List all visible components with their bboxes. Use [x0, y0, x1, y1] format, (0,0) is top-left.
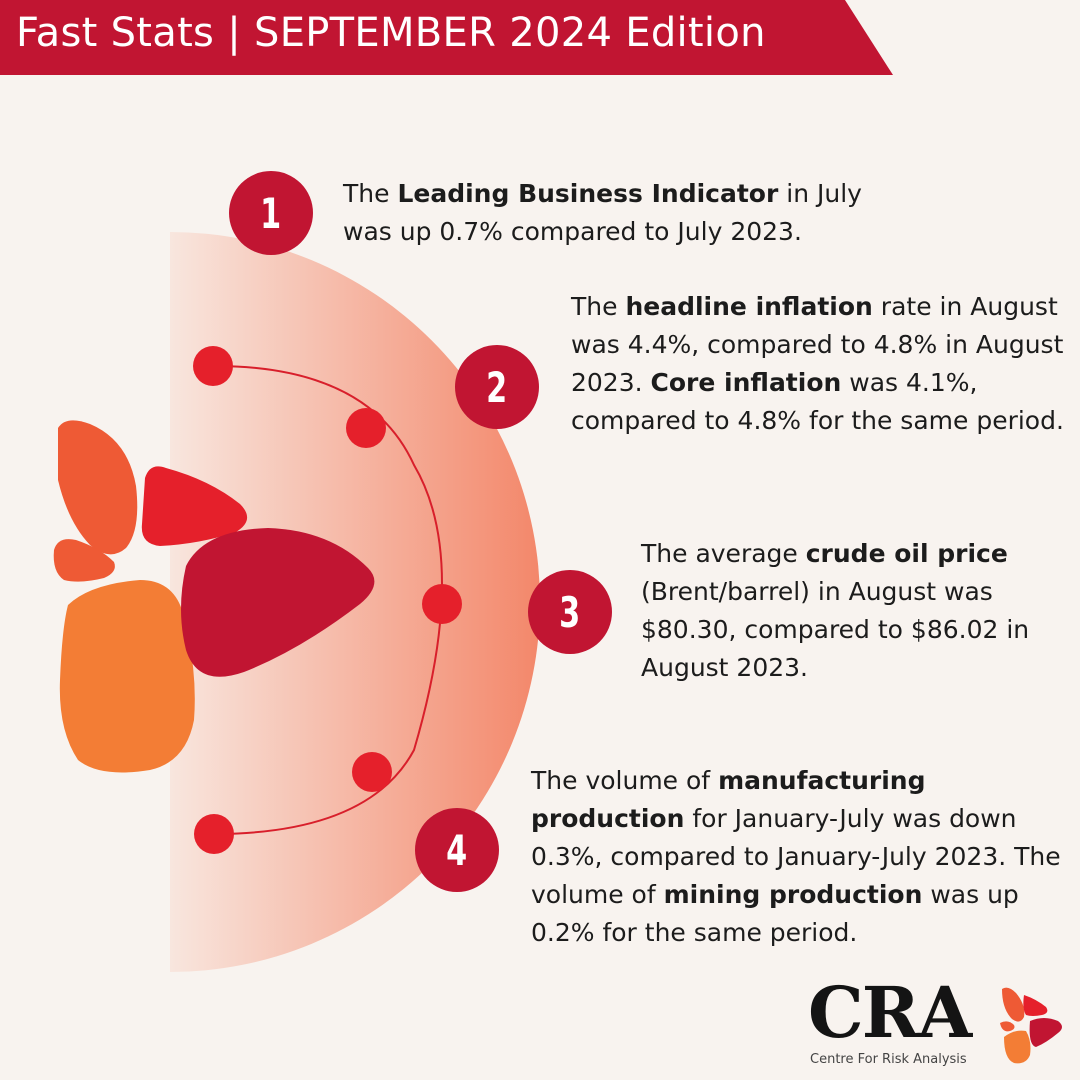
- stat-highlight: headline inflation: [625, 292, 873, 321]
- petal-shape-red: [141, 466, 248, 546]
- stat-fragment: in July was up 0.7% compared to July 202…: [343, 179, 862, 246]
- petal-shape-crimson: [181, 528, 375, 677]
- stat-fragment: was 4.1%, compared to 4.8% for the same …: [571, 368, 1064, 435]
- stat-text: The Leading Business Indicator in July w…: [343, 175, 903, 251]
- timeline-dot: [422, 584, 462, 624]
- timeline-dot: [194, 814, 234, 854]
- stat-fragment: was up 0.2% for the same period.: [531, 880, 1019, 947]
- logo-subtitle: Centre For Risk Analysis: [810, 1052, 967, 1067]
- stat-number-badge: 4: [415, 808, 499, 892]
- stat-fragment: The: [343, 179, 398, 208]
- stat-highlight: manufacturing production: [531, 766, 926, 833]
- petal-shape-small: [53, 539, 115, 582]
- header-banner: Fast Stats | SEPTEMBER 2024 Edition: [0, 0, 895, 76]
- banner-shape: [0, 0, 893, 75]
- stat-fragment: The average: [641, 539, 806, 568]
- stat-text: The volume of manufacturing production f…: [531, 762, 1076, 952]
- stat-text: The headline inflation rate in August wa…: [571, 288, 1076, 440]
- timeline-dot: [193, 346, 233, 386]
- stat-highlight: crude oil price: [805, 539, 1008, 568]
- stat-highlight: mining production: [663, 880, 923, 909]
- timeline-dot: [352, 752, 392, 792]
- page-title: Fast Stats | SEPTEMBER 2024 Edition: [16, 10, 766, 56]
- stat-fragment: The: [571, 292, 626, 321]
- petal-shape-orange: [59, 580, 195, 773]
- timeline-dot: [346, 408, 386, 448]
- logo-petals-icon: [1000, 987, 1062, 1064]
- stat-highlight: Leading Business Indicator: [397, 179, 779, 208]
- stat-fragment: (Brent/barrel) in August was $80.30, com…: [641, 577, 1030, 682]
- cra-logo: CRA Centre For Risk Analysis: [808, 971, 1068, 1075]
- stat-fragment: rate in August was 4.4%, compared to 4.8…: [571, 292, 1064, 397]
- stat-number-badge: 2: [455, 345, 539, 429]
- stat-highlight: Core inflation: [650, 368, 842, 397]
- stat-number-badge: 3: [528, 570, 612, 654]
- stat-text: The average crude oil price (Brent/barre…: [641, 535, 1071, 687]
- stat-fragment: The volume of: [531, 766, 719, 795]
- stat-number-badge: 1: [229, 171, 313, 255]
- timeline-arc: [219, 365, 443, 835]
- petal-shape-coral: [58, 420, 138, 555]
- stat-fragment: for January-July was down 0.3%, compared…: [531, 804, 1061, 909]
- logo-wordmark: CRA: [808, 971, 972, 1054]
